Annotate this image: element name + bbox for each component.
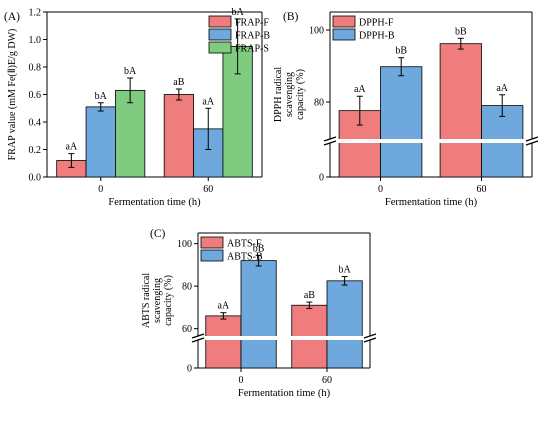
significance-label: bB [395, 46, 407, 57]
y-axis-title-line: DPPH radical [273, 67, 284, 122]
y-tick-label: 1.0 [29, 35, 42, 46]
y-tick-label: 0.6 [29, 90, 42, 101]
x-tick-label: 0 [98, 184, 103, 195]
significance-label: bA [339, 265, 352, 276]
x-axis-title: Fermentation time (h) [385, 197, 478, 208]
significance-label: aA [202, 96, 214, 107]
y-tick-label: 0 [187, 364, 192, 375]
legend-label: ABTS-B [227, 252, 263, 263]
y-tick-label: 80 [182, 282, 192, 293]
legend-swatch [332, 15, 356, 28]
y-axis-title: DPPH radicalscavengingcapacity (%) [273, 67, 306, 122]
y-axis-title-line: scavenging [152, 278, 163, 323]
y-axis-title-line: capacity (%) [163, 275, 174, 326]
axis-break-gap [324, 139, 538, 143]
bar-FRAP-S [115, 89, 146, 178]
y-axis-title-line: scavenging [284, 72, 295, 117]
significance-label: bB [455, 26, 467, 37]
axis-break-gap [192, 336, 376, 340]
legend-label: FRAP-B [235, 31, 270, 42]
y-tick-label: 0 [319, 173, 324, 184]
legend-label: FRAP-F [235, 18, 269, 29]
y-tick-label: 100 [177, 239, 192, 250]
axis-break-mark [191, 337, 205, 343]
y-axis-title-line: capacity (%) [295, 69, 306, 120]
significance-label: bA [124, 66, 137, 77]
legend-label: DPPH-B [359, 31, 395, 42]
axis-break-mark [525, 136, 539, 142]
significance-label: aB [304, 290, 315, 301]
axis-break-mark [191, 333, 205, 339]
bar-FRAP-B [85, 106, 116, 178]
bar-ABTS-B [240, 260, 277, 369]
panel-label: (C) [150, 228, 166, 240]
y-axis-title-line: FRAP value (mM Fe(Ⅱ)E/g DW) [7, 29, 18, 161]
legend-label: DPPH-F [359, 18, 394, 29]
axis-break-mark [323, 136, 337, 142]
legend-swatch [200, 249, 224, 262]
panel-label: (B) [283, 11, 299, 23]
bar-ABTS-B [326, 280, 363, 369]
legend-swatch [200, 236, 224, 249]
significance-label: bA [95, 91, 108, 102]
significance-label: aA [354, 84, 366, 95]
y-tick-label: 80 [314, 98, 324, 109]
x-tick-label: 60 [322, 375, 332, 386]
axis-break-mark [323, 140, 337, 146]
significance-label: aA [496, 83, 508, 94]
bar-DPPH-F [439, 43, 482, 178]
significance-label: bA [232, 7, 245, 18]
axis-break-mark [363, 333, 377, 339]
bar-ABTS-F [205, 315, 242, 369]
y-axis-title-line: ABTS radical [141, 273, 152, 328]
legend-label: FRAP-S [235, 44, 269, 55]
y-tick-label: 0.8 [29, 63, 42, 74]
y-tick-label: 1.2 [29, 8, 42, 19]
significance-label: aB [173, 77, 184, 88]
y-axis-title: FRAP value (mM Fe(Ⅱ)E/g DW) [7, 29, 18, 161]
significance-label: bB [253, 243, 265, 254]
y-tick-label: 100 [309, 26, 324, 37]
axis-break-mark [363, 337, 377, 343]
legend-swatch [332, 28, 356, 41]
x-axis-title: Fermentation time (h) [238, 388, 331, 399]
legend-swatch [208, 41, 232, 54]
significance-label: aA [66, 142, 78, 153]
x-axis-title: Fermentation time (h) [108, 197, 201, 208]
bar-FRAP-F [163, 94, 194, 178]
legend-swatch [208, 28, 232, 41]
y-tick-label: 0.2 [29, 145, 42, 156]
bar-DPPH-B [380, 66, 423, 178]
legend-label: ABTS-F [227, 239, 262, 250]
legend-swatch [208, 15, 232, 28]
x-tick-label: 60 [203, 184, 213, 195]
x-tick-label: 60 [477, 184, 487, 195]
x-tick-label: 0 [378, 184, 383, 195]
y-tick-label: 0.4 [29, 118, 42, 129]
axis-break-mark [525, 140, 539, 146]
x-tick-label: 0 [239, 375, 244, 386]
y-tick-label: 0.0 [29, 173, 42, 184]
panel-label: (A) [4, 11, 20, 23]
y-axis-title: ABTS radicalscavengingcapacity (%) [141, 273, 174, 328]
y-tick-label: 60 [182, 324, 192, 335]
significance-label: aA [218, 301, 230, 312]
